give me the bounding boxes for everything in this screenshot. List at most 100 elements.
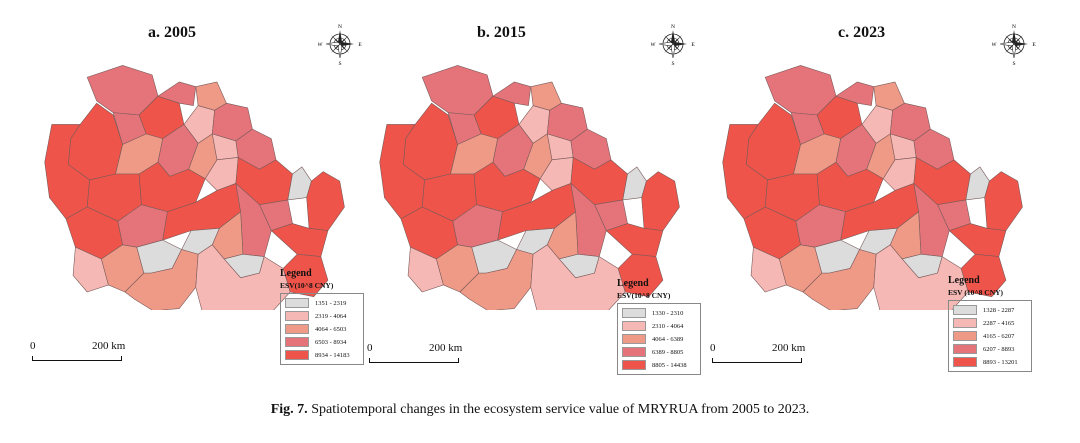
panel-title: a. 2005	[148, 24, 196, 41]
panel-title: c. 2023	[838, 24, 886, 41]
compass-e-label: E	[691, 42, 695, 48]
legend-label: 6389 - 8805	[652, 348, 684, 356]
map-region-6	[492, 81, 532, 106]
panel-title: b. 2015	[477, 24, 526, 41]
legend-swatch	[622, 347, 646, 357]
legend-row: 4064 - 6503	[285, 323, 359, 335]
legend-box: 1351 - 2319 2319 - 4064 4064 - 6503 6503 - …	[280, 293, 364, 365]
caption-text: Spatiotemporal changes in the ecosystem …	[311, 402, 810, 417]
compass-n-label: N	[671, 24, 675, 30]
map-region-29	[750, 246, 787, 293]
legend-row: 4165 - 6207	[953, 330, 1027, 342]
scale-line	[32, 356, 122, 361]
map-regions	[722, 65, 1023, 310]
choropleth-map	[722, 65, 1023, 310]
legend-swatch	[953, 357, 977, 367]
legend-swatch	[953, 305, 977, 315]
scale-zero-label: 0	[30, 340, 36, 352]
map-region-35	[530, 244, 626, 310]
legend-label: 2287 - 4165	[983, 319, 1015, 327]
map-region-29	[407, 246, 444, 293]
choropleth-map	[379, 65, 680, 310]
legend-swatch	[285, 324, 309, 334]
legend-row: 2287 - 4165	[953, 317, 1027, 329]
map-panel-2005: a. 2005 N S W E Legend ESV(10^8 CNY) 1351 -…	[30, 0, 380, 390]
legend: Legend ESV(10^8 CNY) 1330 - 2310 2310 - 4…	[617, 278, 701, 375]
legend-row: 6389 - 8805	[622, 346, 696, 358]
caption-label: Fig. 7.	[270, 402, 308, 417]
compass-rose-icon: N S W E	[650, 22, 695, 67]
legend-title: Legend	[617, 278, 649, 289]
compass-n-label: N	[1012, 24, 1016, 30]
legend-title: Legend	[280, 268, 312, 279]
legend-row: 8893 - 13201	[953, 356, 1027, 368]
legend-swatch	[285, 350, 309, 360]
compass-e-label: E	[1032, 42, 1036, 48]
compass-s-label: S	[1012, 61, 1015, 66]
compass-graphic: N S W E	[317, 24, 362, 67]
map-panel-2023: c. 2023 N S W E Legend ESV (10^8 CNY) 1328 …	[708, 0, 1058, 390]
legend-row: 1330 - 2310	[622, 307, 696, 319]
legend-label: 2319 - 4064	[315, 312, 347, 320]
scale-line	[712, 358, 802, 363]
legend-swatch	[622, 308, 646, 318]
compass-w-label: W	[992, 42, 997, 48]
legend-label: 2310 - 4064	[652, 322, 684, 330]
figure-caption: Fig. 7. Spatiotemporal changes in the ec…	[0, 402, 1080, 418]
legend-row: 2319 - 4064	[285, 310, 359, 322]
map-region-20	[984, 171, 1023, 231]
map-regions	[379, 65, 680, 310]
legend-box: 1328 - 2287 2287 - 4165 4165 - 6207 6207 - …	[948, 300, 1032, 372]
legend-row: 1351 - 2319	[285, 297, 359, 309]
compass-w-label: W	[318, 42, 323, 48]
scale-zero-label: 0	[710, 342, 716, 354]
legend-label: 4064 - 6389	[652, 335, 684, 343]
compass-s-label: S	[338, 61, 341, 66]
legend-swatch	[622, 321, 646, 331]
legend-row: 6503 - 8934	[285, 336, 359, 348]
legend-title: Legend	[948, 275, 980, 286]
map-region-6	[835, 81, 875, 106]
map-region-20	[306, 171, 345, 231]
map-regions	[44, 65, 345, 310]
legend-swatch	[285, 337, 309, 347]
legend-row: 4064 - 6389	[622, 333, 696, 345]
legend-unit: ESV(10^8 CNY)	[617, 291, 671, 300]
legend-unit: ESV (10^8 CNY)	[948, 288, 1004, 297]
scale-zero-label: 0	[367, 342, 373, 354]
legend: Legend ESV(10^8 CNY) 1351 - 2319 2319 - 4…	[280, 268, 364, 365]
compass-rose-icon: N S W E	[991, 22, 1036, 67]
legend-label: 1328 - 2287	[983, 306, 1015, 314]
legend-label: 1330 - 2310	[652, 309, 684, 317]
map-region-20	[641, 171, 680, 231]
choropleth-map	[44, 65, 345, 310]
legend-row: 1328 - 2287	[953, 304, 1027, 316]
scale-distance-label: 200 km	[429, 342, 463, 354]
legend-swatch	[285, 311, 309, 321]
legend-swatch	[953, 344, 977, 354]
legend-swatch	[285, 298, 309, 308]
compass-rose-icon: N S W E	[317, 22, 362, 67]
legend-row: 8805 - 14438	[622, 359, 696, 371]
compass-graphic: N S W E	[991, 24, 1036, 67]
legend-row: 2310 - 4064	[622, 320, 696, 332]
scale-line	[369, 358, 459, 363]
legend-swatch	[953, 318, 977, 328]
legend-swatch	[622, 334, 646, 344]
legend-label: 8934 - 14183	[315, 351, 350, 359]
legend-label: 6503 - 8934	[315, 338, 347, 346]
legend-label: 6207 - 8893	[983, 345, 1015, 353]
legend-unit: ESV(10^8 CNY)	[280, 281, 334, 290]
legend-label: 4165 - 6207	[983, 332, 1015, 340]
map-panel-2015: b. 2015 N S W E Legend ESV(10^8 CNY) 1330 -…	[365, 0, 715, 390]
legend-swatch	[622, 360, 646, 370]
legend-label: 8893 - 13201	[983, 358, 1018, 366]
legend-label: 4064 - 6503	[315, 325, 347, 333]
legend-box: 1330 - 2310 2310 - 4064 4064 - 6389 6389 - …	[617, 303, 701, 375]
map-region-35	[873, 244, 969, 310]
legend-row: 6207 - 8893	[953, 343, 1027, 355]
legend-swatch	[953, 331, 977, 341]
map-region-29	[72, 246, 109, 293]
compass-graphic: N S W E	[650, 24, 695, 67]
compass-s-label: S	[671, 61, 674, 66]
